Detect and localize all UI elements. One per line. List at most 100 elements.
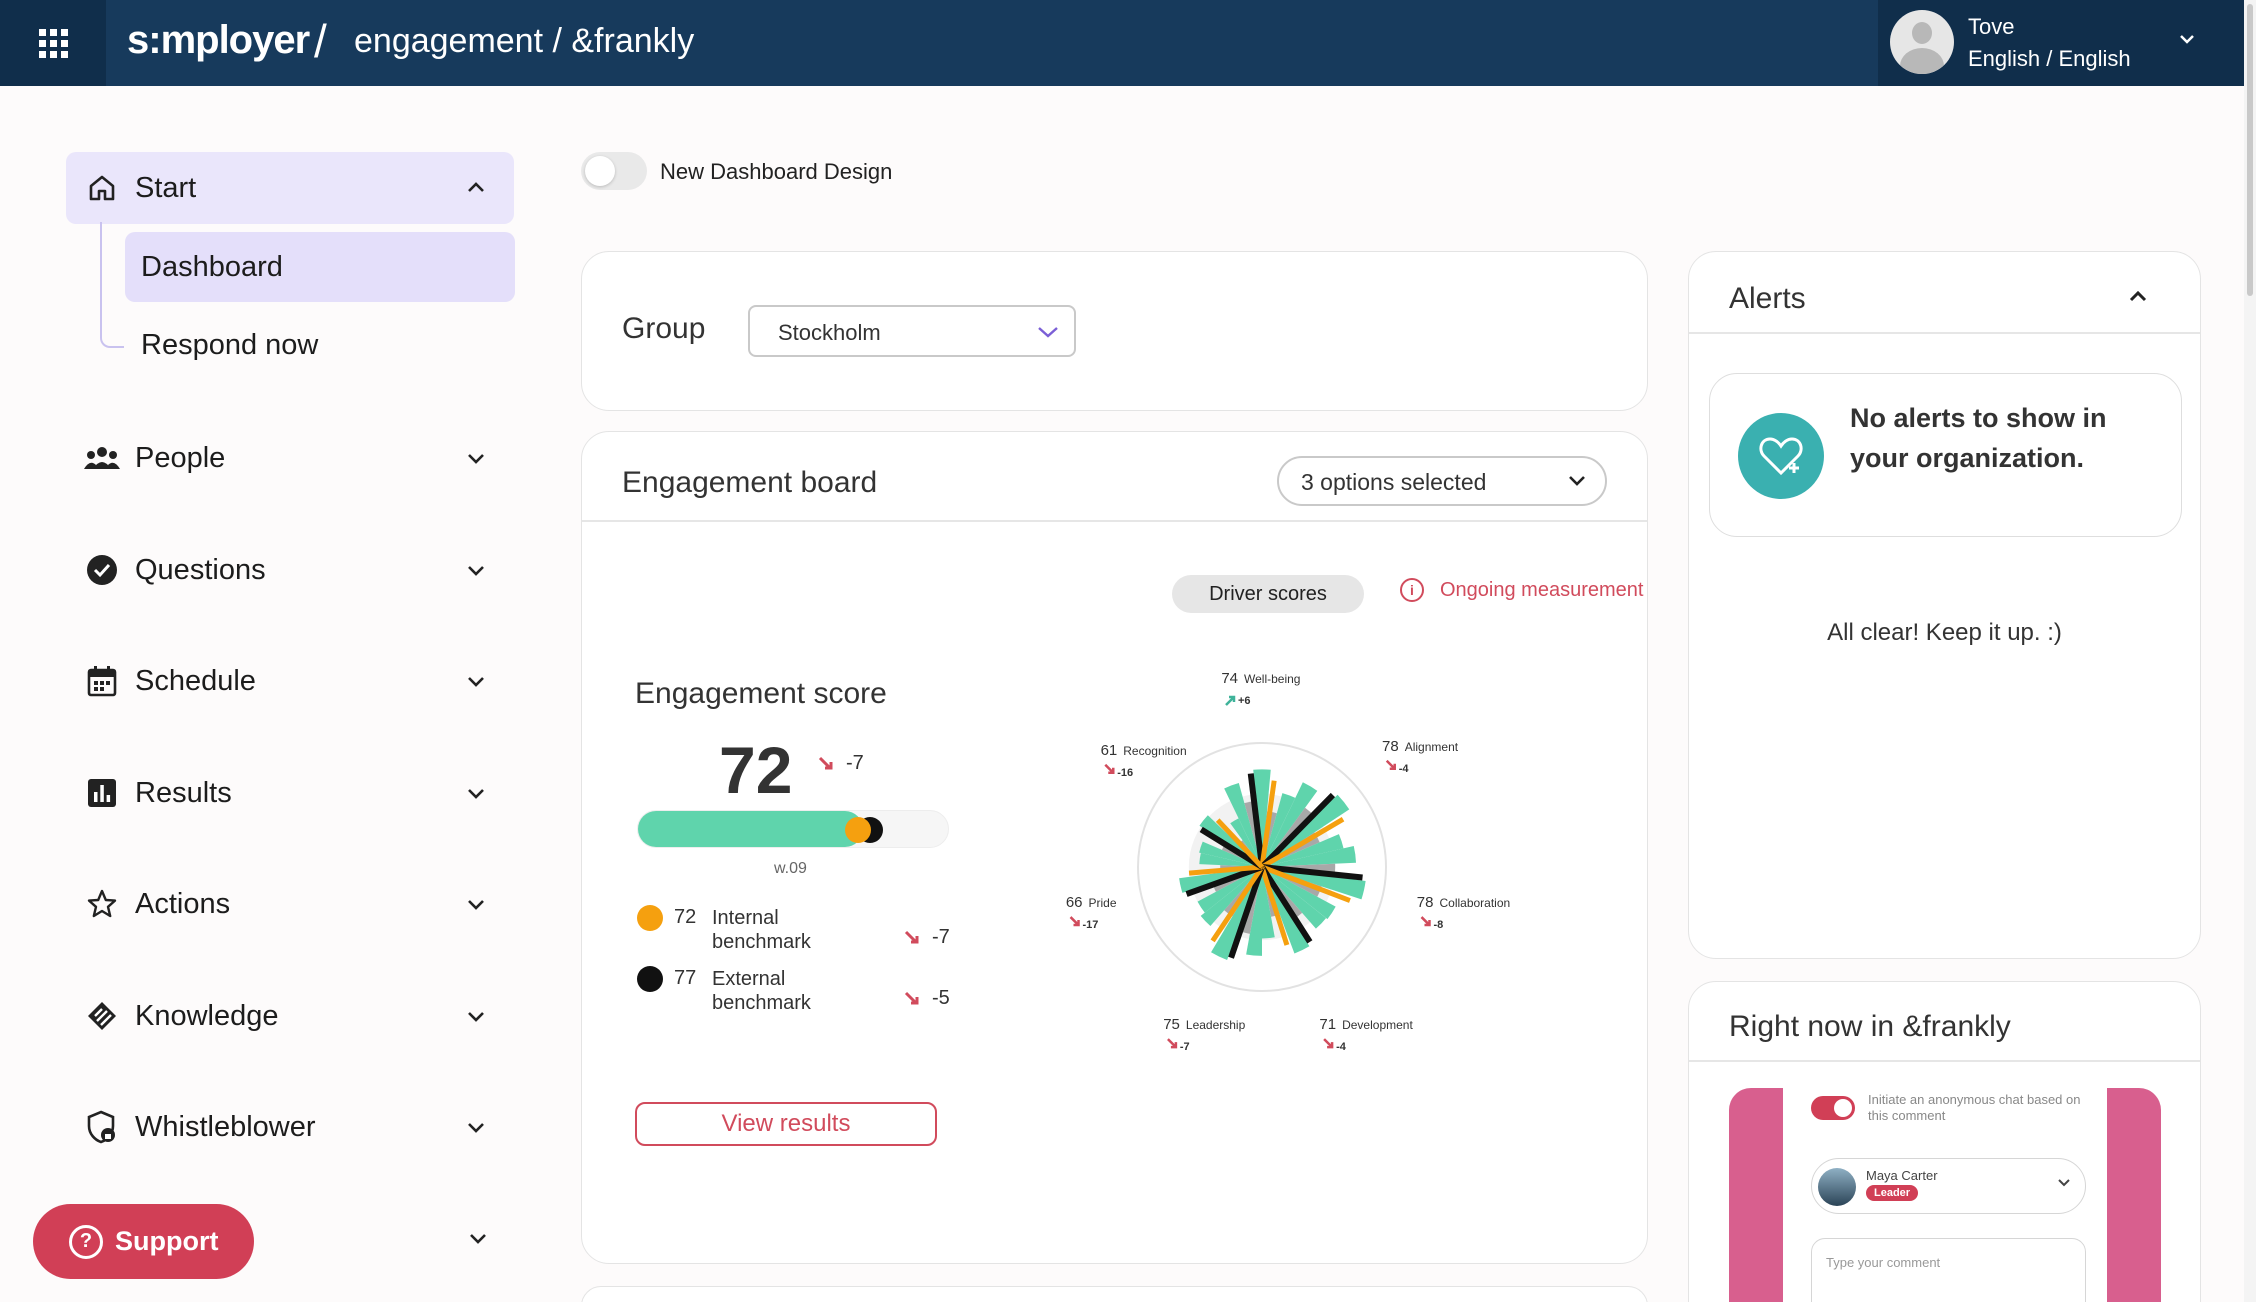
radar-label-pride: 66 Pride -17 <box>1066 894 1117 931</box>
radar-value-label: 78 <box>1417 894 1434 911</box>
internal-benchmark-spoke <box>1259 780 1277 868</box>
user-name: Tove <box>1968 14 2015 39</box>
external-benchmark-delta: -5 <box>904 987 950 1010</box>
comment-placeholder: Type your comment <box>1826 1255 1941 1270</box>
internal-benchmark-spoke <box>1188 864 1263 876</box>
sidebar-item-schedule[interactable]: Schedule <box>66 645 514 717</box>
sidebar-item-actions[interactable]: Actions <box>66 868 514 940</box>
group-select-value: Stockholm <box>778 320 881 345</box>
ongoing-label: Ongoing measurement <box>1440 578 1644 601</box>
radar-delta-label: -17 <box>1083 919 1099 931</box>
chevron-down-icon[interactable] <box>464 1224 492 1252</box>
sidebar-item-results[interactable]: Results <box>66 757 514 829</box>
radar-label-collaboration: 78 Collaboration -8 <box>1417 894 1510 931</box>
filter-value: 3 options selected <box>1301 469 1487 495</box>
internal-benchmark-dot <box>637 905 663 931</box>
internal-benchmark-spoke <box>1259 866 1290 946</box>
sidebar-item-start[interactable]: Start <box>66 152 514 224</box>
sidebar-item-questions[interactable]: Questions <box>66 534 514 606</box>
chevron-down-icon <box>1038 327 1058 338</box>
sidebar-item-whistleblower[interactable]: Whistleblower <box>66 1091 514 1163</box>
view-results-button[interactable]: View results <box>635 1102 937 1146</box>
ongoing-measurement[interactable]: i Ongoing measurement <box>1400 578 1643 602</box>
submenu-connector <box>100 222 124 348</box>
no-alerts-box: No alerts to show in your organization. <box>1709 373 2182 537</box>
engagement-score-title: Engagement score <box>635 677 887 710</box>
external-benchmark-spoke <box>1261 864 1363 881</box>
sidebar-item-knowledge[interactable]: Knowledge <box>66 980 514 1052</box>
app-launcher-button[interactable] <box>0 0 106 86</box>
chevron-up-icon[interactable] <box>2126 286 2150 306</box>
radar-label-leadership: 75 Leadership -7 <box>1163 1016 1245 1053</box>
trend-down-icon <box>1323 1038 1334 1049</box>
page-scrollbar[interactable] <box>2244 0 2256 1302</box>
support-button[interactable]: ? Support <box>33 1204 254 1279</box>
engagement-filter-select[interactable]: 3 options selected <box>1277 456 1607 506</box>
sidebar-item-people[interactable]: People <box>66 422 514 494</box>
radar-segment <box>1262 782 1318 867</box>
person-name: Maya Carter <box>1866 1168 1938 1183</box>
chevron-down-icon <box>468 1123 484 1133</box>
group-label: Group <box>622 312 706 345</box>
trend-down-icon <box>1385 759 1396 771</box>
brand-logo[interactable]: s:mployer <box>127 18 310 62</box>
external-benchmark-label: External benchmark <box>712 968 811 1014</box>
support-label: Support <box>115 1226 219 1256</box>
chevron-down-icon <box>468 789 484 799</box>
right-now-card: Right now in &frankly Initiate an anonym… <box>1688 981 2201 1302</box>
radar-segment <box>1197 867 1262 913</box>
heart-icon <box>1738 413 1824 499</box>
radar-label-development: 71 Development -4 <box>1319 1016 1413 1053</box>
internal-benchmark-label: Internal benchmark <box>712 907 811 953</box>
new-dashboard-toggle[interactable] <box>581 152 647 190</box>
sidebar-item-dashboard[interactable]: Dashboard <box>125 232 515 302</box>
app-preview: Initiate an anonymous chat based on this… <box>1729 1088 2161 1302</box>
driver-scores-button[interactable]: Driver scores <box>1172 575 1364 613</box>
chevron-down-icon <box>468 566 484 576</box>
group-select[interactable]: Stockholm <box>748 305 1076 357</box>
sidebar-item-label: Results <box>135 776 232 809</box>
internal-benchmark-spoke <box>1261 864 1351 903</box>
engagement-progress-bar <box>637 810 949 848</box>
next-card <box>581 1286 1648 1302</box>
trend-down-icon <box>904 991 919 1004</box>
avatar <box>1818 1168 1856 1206</box>
external-benchmark-spoke <box>1247 773 1265 868</box>
trend-up-icon <box>1225 695 1236 706</box>
alerts-card: Alerts No alerts to show in your organiz… <box>1688 251 2201 959</box>
person-select: Maya Carter Leader <box>1811 1158 2086 1214</box>
sidebar-item-respond-now[interactable]: Respond now <box>141 328 319 361</box>
alerts-title: Alerts <box>1729 282 1806 315</box>
internal-benchmark-spoke <box>1210 865 1265 943</box>
chevron-down-icon <box>468 454 484 464</box>
external-benchmark-spoke <box>1199 826 1264 870</box>
driver-radar-chart: 74 Well-being+6 78 Alignment -4 78 Collaborati… <box>1066 670 1510 1053</box>
radar-segment <box>1262 834 1344 867</box>
trend-down-icon <box>1167 1038 1178 1049</box>
internal-benchmark-delta: -7 <box>904 926 950 949</box>
anonymous-chat-text: Initiate an anonymous chat based on this… <box>1868 1092 2081 1123</box>
right-now-title: Right now in &frankly <box>1729 1010 2011 1043</box>
radar-delta-label: -4 <box>1336 1041 1347 1053</box>
internal-benchmark-marker <box>845 817 871 843</box>
radar-segment <box>1224 782 1262 867</box>
brand-separator: / <box>314 15 327 67</box>
radar-category-label: Collaboration <box>1439 896 1510 910</box>
radar-category-label: Alignment <box>1405 740 1459 754</box>
chevron-down-icon <box>468 677 484 687</box>
radar-segment <box>1200 867 1262 927</box>
new-dashboard-label: New Dashboard Design <box>660 159 893 184</box>
group-card: Group Stockholm <box>581 251 1648 411</box>
radar-label-well-being: 74 Well-being +6 <box>1221 670 1300 707</box>
engagement-board-card: Engagement board 3 options selected Driv… <box>581 431 1648 1264</box>
whistleblower-icon <box>84 1109 120 1145</box>
radar-value-label: 78 <box>1382 738 1399 755</box>
radar-segment <box>1262 846 1357 867</box>
user-menu[interactable]: Tove English / English <box>1878 0 2244 86</box>
trend-down-icon <box>818 756 833 769</box>
radar-segment <box>1262 793 1296 867</box>
radar-segment <box>1262 867 1336 920</box>
radar-value-label: 74 <box>1221 670 1238 687</box>
radar-segment <box>1246 867 1262 956</box>
divider <box>582 520 1647 522</box>
